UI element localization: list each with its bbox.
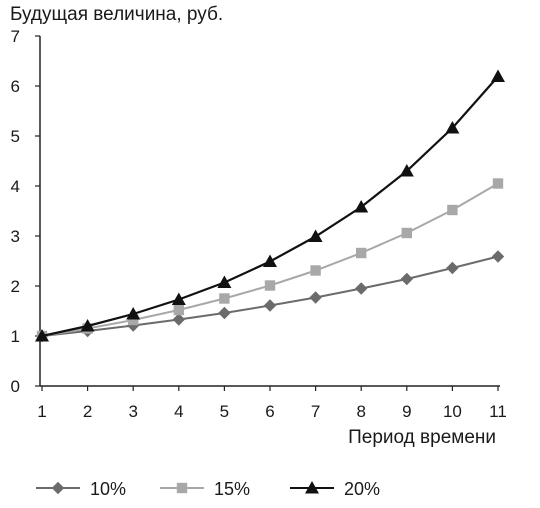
data-point [263,299,277,312]
data-point [128,314,139,326]
data-point [80,319,95,332]
data-point [173,304,184,316]
data-point [401,227,412,239]
y-tick-label: 3 [11,227,20,246]
y-tick-label: 1 [11,327,20,346]
data-point [219,293,230,304]
legend-label: 10% [90,479,126,499]
legend-item: 15% [160,479,250,499]
data-point [354,200,369,213]
x-axis-ticks: 1 2 3 4 5 6 7 8 9 10 11 [37,386,507,421]
data-point [35,329,49,342]
x-tick-label: 5 [220,402,229,421]
data-point [400,272,413,286]
legend-marker [305,481,319,494]
legend-marker [51,481,65,495]
x-tick-label: 3 [128,402,137,421]
y-tick-label: 0 [11,377,20,396]
data-point [356,247,367,259]
y-tick-label: 5 [11,127,20,146]
y-axis-ticks: 0 1 2 3 4 5 6 7 [11,27,40,396]
y-tick-label: 7 [11,27,20,46]
data-point [491,250,505,263]
x-tick-label: 10 [443,402,462,421]
data-point [491,69,505,82]
x-tick-label: 7 [311,402,320,421]
series-line [41,75,499,338]
data-point [218,306,231,320]
data-point [355,282,368,295]
x-tick-label: 1 [37,402,46,421]
data-point [264,280,276,291]
x-tick-label: 8 [356,402,365,421]
data-point [171,292,186,305]
series-layer [35,69,505,343]
x-tick-label: 11 [489,402,507,421]
data-point [492,178,504,189]
x-tick-label: 6 [265,402,274,421]
legend-label: 20% [344,479,380,499]
data-point [310,265,321,276]
y-tick-label: 4 [11,177,20,196]
legend-marker [176,482,188,494]
legend: 10% 15% 20% [36,479,380,499]
series-3 [35,69,505,342]
data-point [447,204,458,216]
x-tick-label: 2 [83,402,92,421]
x-tick-label: 4 [174,402,183,421]
data-point [446,261,459,275]
y-tick-label: 2 [11,277,20,296]
data-point [263,254,277,267]
series-1 [35,250,505,343]
data-point [308,229,323,242]
y-tick-label: 6 [11,77,20,96]
data-point [172,313,185,326]
legend-item: 20% [290,479,380,499]
legend-label: 15% [214,479,250,499]
legend-item: 10% [36,479,126,499]
data-point [399,164,414,177]
data-point [445,121,460,134]
series-2 [36,178,504,342]
y-axis-title: Будущая величина, руб. [10,4,223,25]
x-tick-label: 9 [402,402,411,421]
data-point [126,307,141,320]
data-point [217,275,232,288]
x-axis-title: Период времени [348,427,496,448]
data-point [309,291,322,304]
